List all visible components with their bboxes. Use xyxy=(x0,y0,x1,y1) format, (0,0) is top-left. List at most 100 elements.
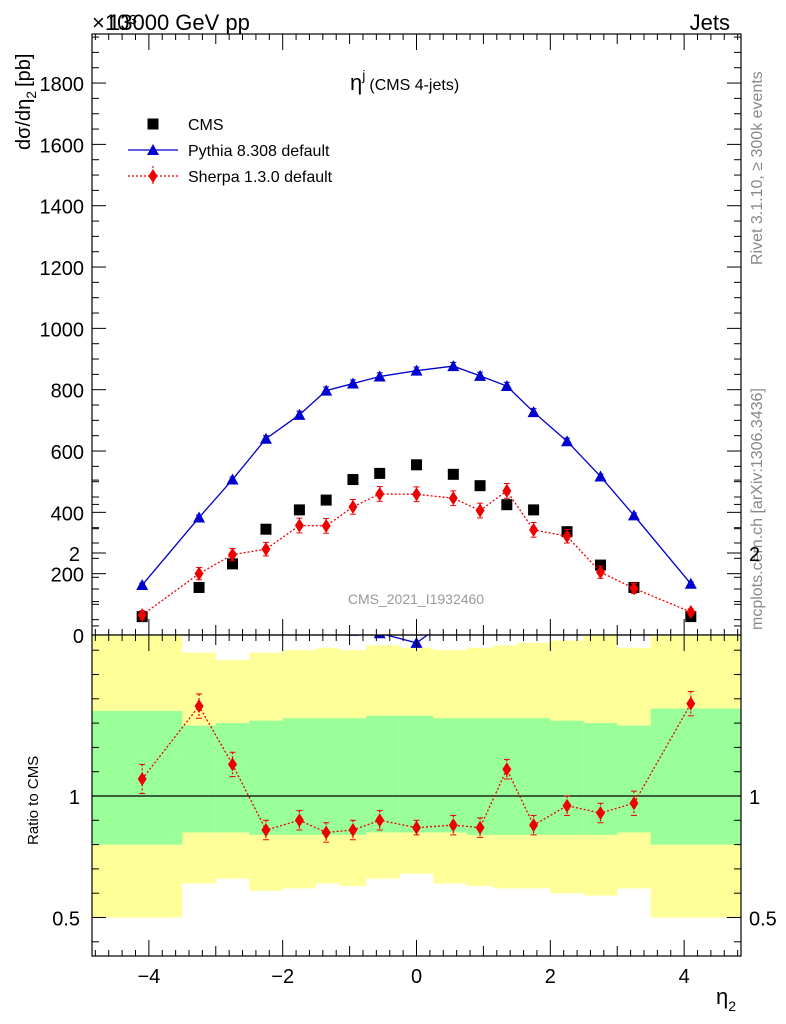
legend-entry: CMS xyxy=(147,117,224,134)
sherpa-point xyxy=(137,608,147,623)
pythia-point xyxy=(226,473,239,485)
lower-ytick-label-left: 0.5 xyxy=(52,909,80,931)
pythia-point xyxy=(136,579,149,591)
sherpa-ratio-line xyxy=(141,703,692,834)
upper-ytick-label: 1000 xyxy=(40,319,85,341)
pythia-ratio-point xyxy=(685,357,697,368)
data-point xyxy=(293,504,305,516)
inner-band-bin xyxy=(617,725,651,833)
sherpa-point xyxy=(562,529,572,544)
inner-band-bin xyxy=(339,718,367,835)
pythia-point xyxy=(259,432,272,444)
lower-ytick-label-left: 2 xyxy=(69,544,80,566)
data-point xyxy=(528,504,540,516)
pythia-point xyxy=(346,377,359,389)
observable-note: (CMS 4-jets) xyxy=(369,77,459,94)
data-point xyxy=(260,523,272,535)
pythia-ratio-point xyxy=(528,593,540,604)
sherpa-ratio-point xyxy=(261,823,271,838)
pythia-ratio-point xyxy=(628,421,640,432)
sherpa-ratio-point xyxy=(629,796,639,811)
pythia-ratio-point xyxy=(293,596,305,607)
pythia-ratio-point xyxy=(594,486,606,497)
sherpa-ratio-point xyxy=(412,820,421,835)
sherpa-ratio-point xyxy=(595,806,605,821)
pythia-point xyxy=(447,360,460,372)
pythia-point xyxy=(500,380,513,392)
pythia-point xyxy=(684,577,697,589)
ratio-series-sherpa xyxy=(137,691,696,843)
sherpa-ratio-point xyxy=(562,798,572,813)
upper-ytick-label: 0 xyxy=(73,626,84,648)
inner-band-bin xyxy=(550,720,584,835)
legend-entry: Sherpa 1.3.0 default xyxy=(128,166,333,186)
sherpa-point xyxy=(261,542,271,557)
sherpa-point xyxy=(629,581,639,596)
upper-ytick-label: 200 xyxy=(51,565,84,587)
inner-band-bin xyxy=(92,710,183,845)
inner-band-bin xyxy=(433,718,467,833)
sherpa-point xyxy=(294,518,304,533)
xtick-label: 4 xyxy=(679,966,690,988)
sherpa-ratio-point xyxy=(448,818,458,833)
uncertainty-bands xyxy=(92,635,741,918)
observable-superscript: j xyxy=(361,67,365,83)
data-point xyxy=(193,581,205,593)
pythia-ratio-point xyxy=(561,576,573,587)
pythia-point xyxy=(474,369,487,381)
sherpa-ratio-point xyxy=(194,699,204,714)
lower-ytick-label-right: 1 xyxy=(749,787,760,809)
x-axis-label: η2 xyxy=(716,984,736,1014)
pythia-ratio-point xyxy=(346,635,359,636)
pythia-point xyxy=(373,370,386,382)
pythia-ratio-point xyxy=(447,610,459,621)
upper-ytick-label: 1800 xyxy=(40,74,85,96)
data-point xyxy=(411,459,422,471)
legend-label: CMS xyxy=(188,117,224,134)
sherpa-ratio-point xyxy=(529,818,539,833)
upper-ytick-label: 600 xyxy=(51,442,84,464)
upper-ytick-label: 400 xyxy=(51,503,84,525)
data-point xyxy=(474,480,486,492)
observable-title: ηj(CMS 4-jets) xyxy=(350,67,459,95)
series-pythia xyxy=(136,360,697,591)
upper-ytick-label: 1600 xyxy=(40,135,85,157)
sherpa-ratio-point xyxy=(686,696,696,711)
upper-ytick-label: 1400 xyxy=(40,197,85,219)
upper-ylabel: dσ/dη2[pb] xyxy=(13,54,39,150)
sherpa-point xyxy=(475,503,485,518)
analysis-label: CMS_2021_I1932460 xyxy=(348,591,484,607)
rivet-label: Rivet 3.1.10, ≥ 300k events xyxy=(749,71,766,265)
legend-label: Sherpa 1.3.0 default xyxy=(188,169,333,186)
sherpa-point xyxy=(529,522,539,537)
data-point xyxy=(374,467,386,479)
inner-band-bin xyxy=(399,715,434,833)
sherpa-ratio-point xyxy=(228,757,238,772)
pythia-point xyxy=(320,384,333,396)
sherpa-ratio-point xyxy=(375,813,385,828)
sherpa-point xyxy=(228,547,238,562)
sherpa-ratio-point xyxy=(475,820,485,835)
inner-band-bin xyxy=(182,725,216,833)
sherpa-ratio-point xyxy=(321,825,331,840)
pythia-point xyxy=(561,435,574,447)
xtick-label: −2 xyxy=(271,966,294,988)
pythia-ratio-point xyxy=(320,591,332,602)
pythia-point xyxy=(594,470,607,482)
legend-entry: Pythia 8.308 default xyxy=(128,143,330,160)
lower-ylabel: Ratio to CMS xyxy=(25,756,42,845)
inner-band-bin xyxy=(493,718,517,835)
data-point xyxy=(320,494,332,506)
inner-band-bin xyxy=(316,718,340,835)
sherpa-point xyxy=(686,605,696,620)
data-point xyxy=(594,559,606,571)
sherpa-point xyxy=(194,566,204,581)
lower-ytick-label-right: 2 xyxy=(749,544,760,566)
sherpa-point xyxy=(448,491,458,506)
sherpa-point xyxy=(502,483,512,498)
pythia-ratio-point xyxy=(136,372,148,383)
sherpa-point xyxy=(321,518,331,533)
data-point xyxy=(347,474,359,486)
pythia-point xyxy=(293,408,306,420)
